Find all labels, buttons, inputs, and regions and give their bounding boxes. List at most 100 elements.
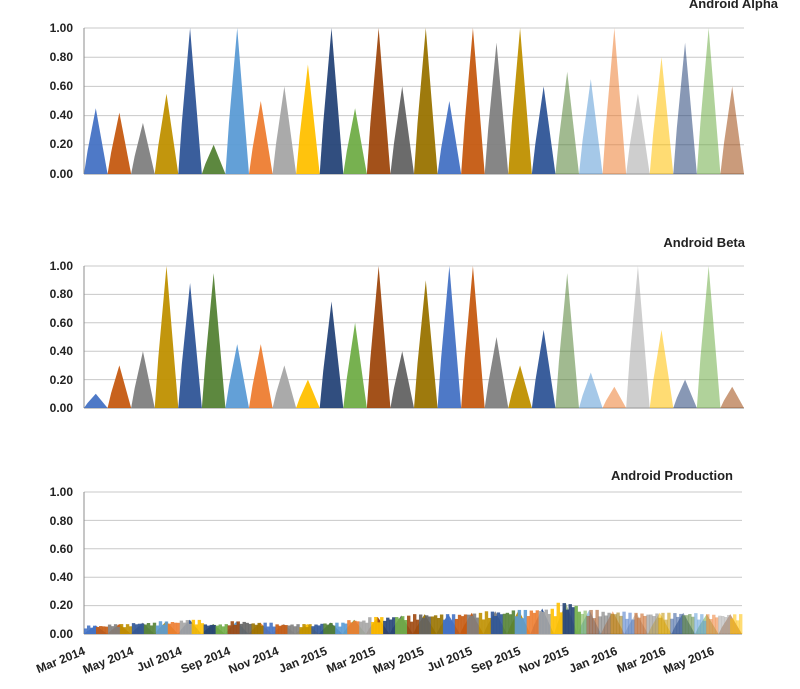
area-bar <box>224 624 228 634</box>
area-bar <box>314 624 318 634</box>
area-segment <box>508 365 532 408</box>
area-bar <box>341 622 345 634</box>
area-bar <box>652 616 656 634</box>
x-tick-label: May 2014 <box>81 644 136 677</box>
area-bar <box>514 616 519 634</box>
area-bar <box>550 608 554 634</box>
area-bar <box>356 621 360 634</box>
area-bar <box>146 622 151 634</box>
area-bar <box>245 622 249 634</box>
area-bar <box>386 617 390 634</box>
y-tick-label: 1.00 <box>50 485 74 499</box>
area-bar <box>496 612 501 634</box>
area-bar <box>466 614 471 634</box>
area-bar <box>299 627 303 634</box>
area-bar <box>155 625 160 634</box>
area-bar <box>739 614 743 634</box>
area-bar <box>305 627 309 634</box>
area-bar <box>332 625 336 634</box>
area-segment <box>366 266 391 408</box>
area-bar <box>212 624 216 634</box>
area-bar <box>499 614 504 634</box>
area-bar <box>541 611 545 634</box>
area-bar <box>703 620 707 634</box>
area-bar <box>197 619 202 634</box>
area-bar <box>679 613 683 634</box>
area-segment <box>319 301 344 408</box>
area-segment <box>131 351 155 408</box>
area-segment <box>437 266 462 408</box>
area-bar <box>730 618 734 634</box>
area-segment <box>178 28 202 174</box>
area-segment <box>272 365 297 408</box>
area-bar <box>691 616 695 634</box>
area-segment <box>178 283 202 408</box>
area-bar <box>598 616 602 634</box>
area-bar <box>302 624 306 634</box>
area-bar <box>706 614 710 634</box>
x-tick-label: Jan 2016 <box>567 644 620 676</box>
area-bar <box>463 614 468 634</box>
area-bar <box>574 605 578 634</box>
area-segment <box>508 28 532 174</box>
area-bar <box>565 609 569 634</box>
area-bar <box>179 620 184 634</box>
area-bar <box>460 616 465 634</box>
area-bar <box>272 626 276 634</box>
area-bar <box>86 625 91 634</box>
area-bar <box>203 624 208 634</box>
area-bar <box>490 611 495 634</box>
area-bar <box>278 625 282 634</box>
area-bar <box>266 626 270 634</box>
area-bar <box>230 621 234 634</box>
area-bar <box>104 626 109 634</box>
y-tick-label: 0.80 <box>50 50 74 64</box>
area-segment <box>673 42 697 174</box>
area-bar <box>383 620 387 634</box>
y-tick-label: 0.40 <box>50 344 74 358</box>
area-bar <box>293 626 297 634</box>
x-tick-label: Mar 2014 <box>34 644 87 676</box>
area-bar <box>350 622 354 634</box>
area-bar <box>658 617 662 634</box>
area-bar <box>236 621 240 634</box>
x-tick-label: Mar 2015 <box>325 644 378 676</box>
area-bar <box>682 615 686 634</box>
x-tick-label: Nov 2015 <box>517 644 571 677</box>
area-bar <box>610 613 614 634</box>
area-bar <box>344 623 348 634</box>
y-tick-label: 1.00 <box>50 259 74 273</box>
area-bar <box>646 614 650 634</box>
area-bar <box>523 609 528 634</box>
area-bar <box>359 621 363 634</box>
area-bar <box>553 616 557 634</box>
area-bar <box>221 626 225 634</box>
area-bar <box>98 626 103 634</box>
area-segment <box>696 28 721 174</box>
x-tick-label: May 2016 <box>661 644 716 677</box>
area-segment <box>649 57 674 175</box>
area-bar <box>604 615 608 634</box>
area-bar <box>176 622 181 634</box>
area-bar <box>377 622 381 634</box>
area-bar <box>209 624 214 634</box>
area-bar <box>407 615 411 634</box>
area-bar <box>640 613 644 634</box>
area-bar <box>727 614 731 634</box>
panel-title-production: Android Production <box>611 468 733 483</box>
panel-android-production: Android Production 1.00 0.80 0.60 0.40 0… <box>34 468 743 677</box>
area-bar <box>433 615 438 634</box>
area-bar <box>308 624 312 634</box>
area-bar <box>410 621 414 634</box>
area-segment <box>154 93 179 174</box>
area-bar <box>634 612 638 634</box>
area-bar <box>532 612 537 634</box>
y-tick-label: 0.20 <box>50 137 74 151</box>
area-bar <box>694 613 698 634</box>
series-area-beta <box>84 266 744 408</box>
area-bar <box>667 612 671 634</box>
panel-title-beta: Android Beta <box>663 235 745 250</box>
area-bar <box>296 624 300 634</box>
area-bar <box>335 622 339 634</box>
area-bar <box>502 613 507 634</box>
